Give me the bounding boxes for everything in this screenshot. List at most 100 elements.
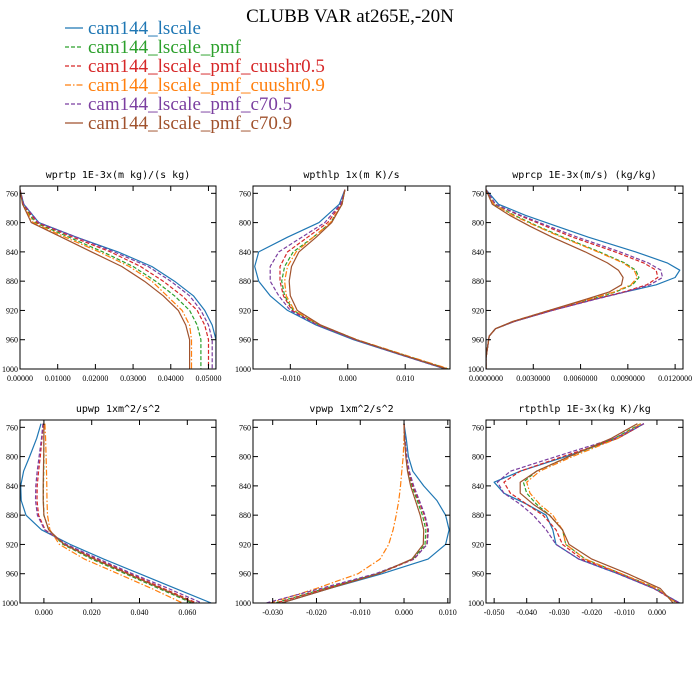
series-line — [496, 423, 680, 603]
y-tick-label: 880 — [239, 277, 251, 286]
y-tick-label: 760 — [6, 423, 18, 432]
y-tick-label: 920 — [6, 306, 18, 315]
plot-frame — [252, 185, 451, 370]
y-tick-label: 800 — [472, 453, 484, 462]
plot-frame — [485, 185, 684, 370]
x-tick-label: -0.010 — [280, 374, 301, 383]
y-tick-label: 840 — [472, 248, 484, 257]
y-tick-label: 800 — [6, 453, 18, 462]
y-tick-label: 840 — [6, 482, 18, 491]
y-tick-label: 960 — [472, 570, 484, 579]
series-line — [486, 189, 638, 369]
series-group — [493, 423, 680, 603]
y-tick-label: 840 — [239, 482, 251, 491]
x-tick-label: 0.0030000 — [516, 374, 550, 383]
y-tick-label: 1000 — [235, 365, 251, 374]
series-line — [20, 423, 212, 603]
panel: wpthlp 1x(m K)/s 760 800 840 880 920 960 1000 -0… — [235, 170, 451, 383]
y-tick-label: 960 — [472, 336, 484, 345]
series-line — [526, 423, 677, 603]
x-tick-label: 0.000 — [395, 608, 413, 617]
series-line — [486, 189, 640, 369]
plot-frame — [19, 185, 217, 370]
series-line — [44, 423, 183, 603]
y-tick-label: 920 — [6, 540, 18, 549]
y-tick-label: 880 — [6, 277, 18, 286]
y-tick-label: 760 — [472, 423, 484, 432]
legend-entry: cam144_lscale_pmf_c70.9 — [88, 113, 292, 134]
series-line — [42, 423, 193, 603]
series-line — [486, 189, 681, 369]
panel: vpwp 1xm^2/s^2 760 800 840 880 920 960 1000 -0.0… — [235, 404, 457, 617]
x-tick-label: 0.040 — [131, 608, 149, 617]
series-line — [20, 189, 213, 369]
y-tick-label: 800 — [6, 219, 18, 228]
series-line — [20, 189, 193, 369]
panel-title: rtpthlp 1E-3x(kg K)/kg — [518, 404, 650, 415]
y-tick-label: 1000 — [2, 599, 18, 608]
series-line — [486, 189, 624, 369]
panels: wprtp 1E-3x(m kg)/(s kg) 760 800 840 880 920 9… — [2, 170, 692, 617]
series-group — [265, 423, 450, 603]
x-tick-label: -0.030 — [549, 608, 570, 617]
series-line — [519, 423, 674, 603]
y-tick-label: 1000 — [2, 365, 18, 374]
series-line — [288, 189, 448, 369]
x-tick-label: 0.0060000 — [564, 374, 598, 383]
series-line — [486, 189, 664, 369]
y-tick-label: 920 — [239, 540, 251, 549]
x-tick-label: 0.01000 — [45, 374, 71, 383]
panel-title: wprcp 1E-3x(m/s) (kg/kg) — [512, 170, 657, 181]
series-line — [34, 423, 202, 603]
x-tick-label: -0.040 — [516, 608, 537, 617]
y-tick-label: 760 — [239, 189, 251, 198]
series-line — [42, 423, 195, 603]
y-tick-label: 880 — [472, 511, 484, 520]
series-line — [20, 189, 216, 369]
y-tick-label: 960 — [6, 336, 18, 345]
panel: wprcp 1E-3x(m/s) (kg/kg) 760 800 840 880 920 9… — [468, 170, 692, 383]
legend: cam144_lscalecam144_lscale_pmfcam144_lsc… — [65, 18, 325, 134]
series-line — [270, 423, 405, 603]
panel-title: wprtp 1E-3x(m kg)/(s kg) — [46, 170, 191, 181]
x-tick-label: 0.010 — [439, 608, 457, 617]
y-tick-label: 840 — [239, 248, 251, 257]
y-tick-label: 1000 — [468, 599, 484, 608]
x-tick-label: 0.000 — [648, 608, 666, 617]
y-tick-label: 840 — [472, 482, 484, 491]
x-tick-label: -0.030 — [262, 608, 283, 617]
series-line — [36, 423, 198, 603]
plot-frame — [485, 419, 684, 604]
plot-frame — [19, 419, 217, 604]
series-line — [265, 423, 430, 603]
y-tick-label: 1000 — [235, 599, 251, 608]
y-tick-label: 800 — [239, 219, 251, 228]
series-line — [254, 189, 446, 369]
x-tick-label: 0.02000 — [82, 374, 108, 383]
x-tick-label: -0.020 — [581, 608, 602, 617]
y-tick-label: 800 — [239, 453, 251, 462]
y-tick-label: 960 — [6, 570, 18, 579]
series-line — [20, 189, 202, 369]
x-tick-label: 0.04000 — [158, 374, 184, 383]
series-line — [281, 423, 425, 603]
y-tick-label: 920 — [239, 306, 251, 315]
panel-title: wpthlp 1x(m K)/s — [303, 170, 399, 181]
x-tick-label: 0.00000 — [7, 374, 33, 383]
y-tick-label: 760 — [472, 189, 484, 198]
series-group — [20, 423, 212, 603]
y-tick-label: 840 — [6, 248, 18, 257]
series-group — [254, 189, 450, 369]
y-tick-label: 760 — [239, 423, 251, 432]
legend-entry: cam144_lscale_pmf_c70.5 — [88, 94, 292, 115]
legend-entry: cam144_lscale_pmf — [88, 37, 242, 58]
panel: upwp 1xm^2/s^2 760 800 840 880 920 960 1000 0.00… — [2, 404, 217, 617]
x-tick-label: 0.000 — [339, 374, 357, 383]
legend-entry: cam144_lscale_pmf_cuushr0.5 — [88, 56, 325, 77]
y-tick-label: 960 — [239, 336, 251, 345]
panel-title: vpwp 1xm^2/s^2 — [309, 404, 393, 415]
y-tick-label: 920 — [472, 540, 484, 549]
x-tick-label: -0.010 — [614, 608, 635, 617]
y-tick-label: 880 — [239, 511, 251, 520]
series-line — [269, 189, 446, 369]
